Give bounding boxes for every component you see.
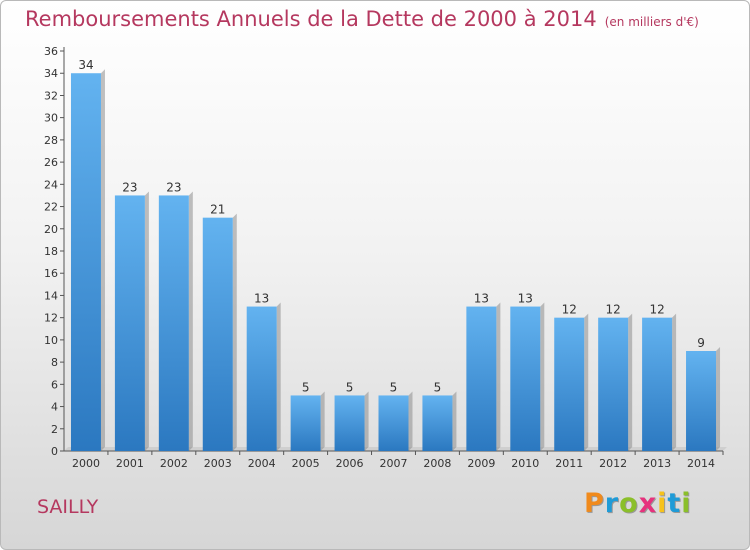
bar-depth xyxy=(628,313,633,451)
x-tick-label: 2004 xyxy=(248,457,276,470)
y-tick-label: 4 xyxy=(51,401,58,414)
y-tick-label: 18 xyxy=(44,245,58,258)
y-tick-label: 8 xyxy=(51,356,58,369)
y-tick-label: 6 xyxy=(51,378,58,391)
bar-value-label: 34 xyxy=(78,58,93,72)
bar-depth xyxy=(276,302,281,451)
y-tick-label: 2 xyxy=(51,423,58,436)
bar-depth xyxy=(540,302,545,451)
x-tick-label: 2006 xyxy=(336,457,364,470)
bar-value-label: 21 xyxy=(210,203,225,217)
bar xyxy=(158,195,189,451)
bar xyxy=(114,195,145,451)
x-tick-label: 2001 xyxy=(116,457,144,470)
y-tick-label: 24 xyxy=(44,178,58,191)
y-tick-label: 30 xyxy=(44,112,58,125)
bar-value-label: 23 xyxy=(122,180,137,194)
y-tick-label: 32 xyxy=(44,89,58,102)
x-tick-label: 2009 xyxy=(467,457,495,470)
logo-letter: i xyxy=(657,488,668,519)
y-tick-label: 22 xyxy=(44,201,58,214)
chart-title-text: Remboursements Annuels de la Dette de 20… xyxy=(25,7,597,31)
bar xyxy=(686,351,717,451)
logo-letter: P xyxy=(584,488,605,519)
bar-depth xyxy=(584,313,589,451)
logo-letter: r xyxy=(604,488,620,519)
bar-value-label: 12 xyxy=(649,303,664,317)
bar-depth xyxy=(144,191,149,451)
x-tick-label: 2007 xyxy=(380,457,408,470)
bar xyxy=(554,317,585,451)
bar-depth xyxy=(672,313,677,451)
bar-depth xyxy=(188,191,193,451)
bar xyxy=(598,317,629,451)
bar xyxy=(642,317,673,451)
bar xyxy=(334,395,365,451)
bar xyxy=(378,395,409,451)
bar xyxy=(246,306,277,451)
bar-value-label: 5 xyxy=(346,380,354,394)
x-tick-label: 2002 xyxy=(160,457,188,470)
x-tick-label: 2013 xyxy=(643,457,671,470)
x-tick-label: 2008 xyxy=(423,457,451,470)
y-tick-label: 14 xyxy=(44,289,58,302)
y-tick-label: 34 xyxy=(44,67,58,80)
bar-depth xyxy=(320,391,325,451)
y-tick-label: 16 xyxy=(44,267,58,280)
bar-depth xyxy=(100,69,105,451)
bar xyxy=(202,217,233,451)
bar-depth xyxy=(232,213,237,451)
bar xyxy=(422,395,453,451)
bar xyxy=(466,306,497,451)
bar xyxy=(70,73,101,451)
y-tick-label: 26 xyxy=(44,156,58,169)
bar-depth xyxy=(364,391,369,451)
bar xyxy=(290,395,321,451)
x-tick-label: 2012 xyxy=(599,457,627,470)
x-tick-label: 2010 xyxy=(511,457,539,470)
bar-depth xyxy=(716,347,721,451)
x-tick-label: 2005 xyxy=(292,457,320,470)
proxiti-logo: Proxiti xyxy=(584,488,692,519)
bar-value-label: 23 xyxy=(166,180,181,194)
bar-value-label: 5 xyxy=(434,380,442,394)
logo-letter: o xyxy=(619,488,639,519)
logo-letter: t xyxy=(667,488,682,519)
logo-letter: i xyxy=(681,488,692,519)
bar-depth xyxy=(408,391,413,451)
chart-title: Remboursements Annuels de la Dette de 20… xyxy=(25,7,699,31)
y-tick-label: 36 xyxy=(44,45,58,58)
bar-depth xyxy=(496,302,501,451)
bar-value-label: 13 xyxy=(474,292,489,306)
bars xyxy=(70,69,721,451)
x-tick-label: 2014 xyxy=(687,457,715,470)
bar-value-label: 5 xyxy=(302,380,310,394)
logo-letter: x xyxy=(638,488,658,519)
bar-value-label: 5 xyxy=(390,380,398,394)
commune-name: SAILLY xyxy=(37,496,99,518)
x-tick-label: 2003 xyxy=(204,457,232,470)
bar-value-label: 13 xyxy=(254,292,269,306)
bar-depth xyxy=(452,391,457,451)
bar-value-label: 9 xyxy=(697,336,705,350)
labels: 0246810121416182022242628303234363420002… xyxy=(44,45,715,470)
bar xyxy=(510,306,541,451)
x-tick-label: 2000 xyxy=(72,457,100,470)
y-tick-label: 10 xyxy=(44,334,58,347)
chart-subtitle: (en milliers d'€) xyxy=(604,15,699,29)
y-tick-label: 12 xyxy=(44,312,58,325)
bar-value-label: 13 xyxy=(518,292,533,306)
y-tick-label: 0 xyxy=(51,445,58,458)
x-tick-label: 2011 xyxy=(555,457,583,470)
bar-value-label: 12 xyxy=(562,303,577,317)
bar-value-label: 12 xyxy=(606,303,621,317)
y-tick-label: 20 xyxy=(44,223,58,236)
y-tick-label: 28 xyxy=(44,134,58,147)
